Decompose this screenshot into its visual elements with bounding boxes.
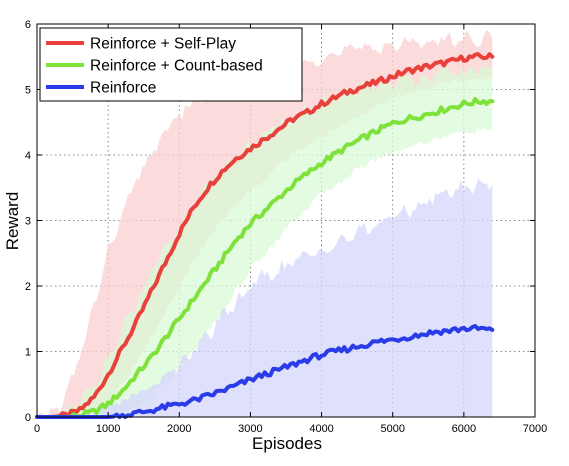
y-tick-label: 0 (25, 412, 31, 424)
x-tick-label: 0 (34, 423, 40, 435)
y-tick-label: 2 (25, 281, 31, 293)
y-tick-label: 6 (25, 19, 31, 31)
series-line-1 (35, 97, 495, 419)
y-tick-label: 4 (25, 150, 31, 162)
x-tick-label: 7000 (523, 423, 547, 435)
x-tick-label: 6000 (452, 423, 476, 435)
y-axis-title: Reward (3, 192, 22, 251)
x-tick-label: 4000 (309, 423, 333, 435)
x-tick-label: 3000 (238, 423, 262, 435)
legend-label-1: Reinforce + Count-based (90, 58, 263, 75)
series-line-0 (35, 52, 495, 419)
confidence-bands (37, 30, 493, 417)
legend-label-2: Reinforce (90, 80, 156, 97)
confidence-band-1 (37, 65, 493, 417)
y-tick-label: 5 (25, 85, 31, 97)
y-tick-label: 3 (25, 216, 31, 228)
axis-ticks: 0 1000 2000 3000 4000 5000 6000 7000 0 1 2 3 4 5 6 (25, 19, 547, 435)
x-tick-label: 1000 (96, 423, 120, 435)
x-tick-label: 5000 (380, 423, 404, 435)
legend: Reinforce + Self-Play Reinforce + Count-b… (39, 27, 303, 102)
legend-label-0: Reinforce + Self-Play (90, 36, 236, 53)
x-axis-title: Episodes (252, 434, 322, 453)
x-tick-label: 2000 (167, 423, 191, 435)
y-tick-label: 1 (25, 347, 31, 359)
confidence-band-2 (37, 178, 493, 417)
